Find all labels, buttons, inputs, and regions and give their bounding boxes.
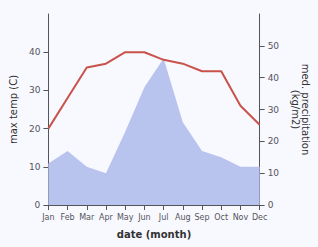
svg-text:10: 10 [29, 162, 41, 172]
svg-text:30: 30 [29, 85, 41, 95]
svg-text:May: May [117, 213, 134, 222]
svg-text:Jul: Jul [158, 213, 169, 222]
svg-text:Dec: Dec [252, 213, 267, 222]
svg-text:Nov: Nov [233, 213, 249, 222]
svg-text:40: 40 [29, 47, 41, 57]
svg-text:Oct: Oct [214, 213, 228, 222]
svg-text:0: 0 [268, 200, 274, 210]
svg-text:Apr: Apr [99, 213, 114, 222]
svg-text:Mar: Mar [79, 213, 95, 222]
svg-text:30: 30 [268, 105, 280, 115]
svg-text:max temp (C): max temp (C) [8, 75, 19, 144]
svg-text:Jun: Jun [137, 213, 151, 222]
svg-text:0: 0 [35, 200, 41, 210]
svg-text:Jan: Jan [41, 213, 54, 222]
svg-text:Feb: Feb [60, 213, 74, 222]
svg-text:10: 10 [268, 168, 280, 178]
svg-text:50: 50 [268, 41, 280, 51]
svg-text:20: 20 [268, 136, 280, 146]
svg-text:Aug: Aug [175, 213, 191, 222]
svg-text:(kg/m2): (kg/m2) [290, 90, 301, 130]
svg-text:Sep: Sep [194, 213, 209, 222]
svg-text:date (month): date (month) [117, 229, 191, 240]
svg-text:20: 20 [29, 124, 41, 134]
svg-text:40: 40 [268, 73, 280, 83]
svg-text:med. precipitation: med. precipitation [299, 63, 311, 156]
